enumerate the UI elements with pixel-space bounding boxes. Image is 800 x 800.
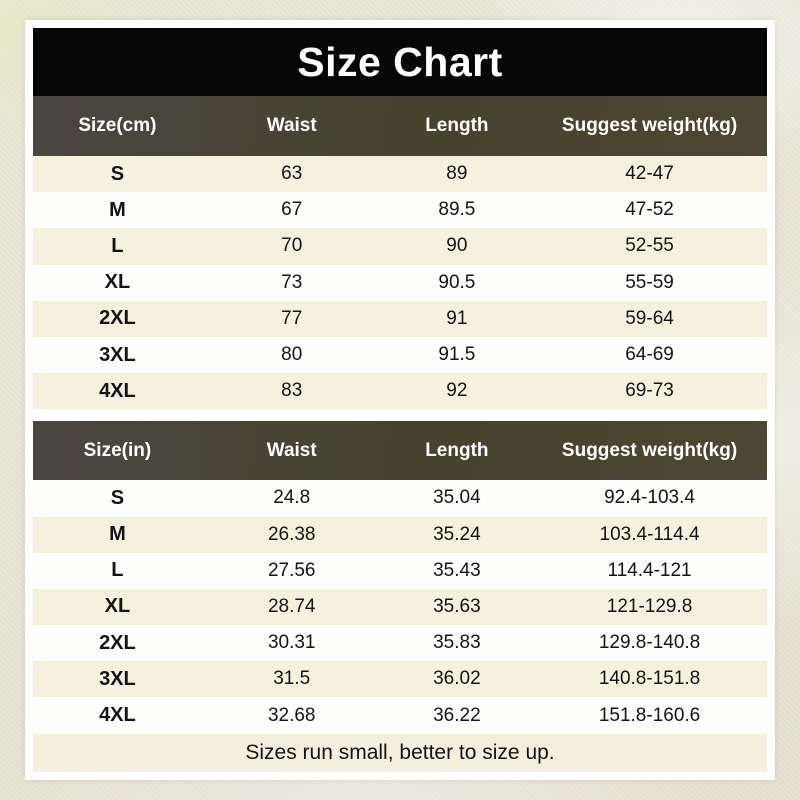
waist-cell: 24.8 [273,487,311,509]
column-header-length: Length [425,439,489,461]
size-cell: 2XL [99,307,136,330]
weight-cell: 140.8-151.8 [598,668,701,690]
table-row: 2XL 77 91 59-64 [33,300,767,337]
table-row: M 67 89.5 47-52 [33,192,767,229]
title-bar: Size Chart [33,28,767,96]
size-cell: L [111,559,124,582]
table-row: L 70 90 52-55 [33,228,767,265]
weight-cell: 55-59 [625,271,674,293]
column-header-size: Size(cm) [78,115,157,136]
table-row: XL 28.74 35.63 121-129.8 [33,588,767,626]
length-cell: 91.5 [438,344,476,366]
length-cell: 91 [446,307,468,329]
waist-cell: 80 [281,344,303,366]
weight-cell: 69-73 [625,380,674,402]
waist-cell: 67 [281,199,303,221]
table-cm-header-row: Size(cm) Waist Length Suggest weight(kg) [33,96,767,156]
length-cell: 90 [446,235,468,257]
waist-cell: 26.38 [267,523,316,545]
size-cell: 4XL [99,379,136,402]
waist-cell: 63 [281,163,303,185]
column-header-size: Size(in) [83,439,152,461]
weight-cell: 114.4-121 [607,559,692,581]
table-in-header-row: Size(in) Waist Length Suggest weight(kg) [33,421,767,481]
weight-cell: 92.4-103.4 [604,487,695,509]
waist-cell: 73 [281,271,303,293]
size-cell: 3XL [99,667,136,690]
size-cell: S [110,162,125,185]
table-row: M 26.38 35.24 103.4-114.4 [33,516,767,553]
table-row: L 27.56 35.43 114.4-121 [33,552,767,589]
table-row: 3XL 80 91.5 64-69 [33,336,767,374]
size-cell: M [109,198,126,221]
weight-cell: 103.4-114.4 [599,523,700,545]
table-cm-body: S 63 89 42-47 M 67 89.5 47-52 L 70 90 52… [33,156,767,410]
footer-note: Sizes run small, better to size up. [33,733,767,772]
length-cell: 35.24 [433,523,481,545]
weight-cell: 42-47 [625,163,674,185]
table-divider [33,409,767,422]
waist-cell: 30.31 [267,632,316,654]
page-title: Size Chart [297,38,503,85]
table-row: S 24.8 35.04 92.4-103.4 [33,480,767,517]
weight-cell: 59-64 [625,307,674,329]
table-in-body: S 24.8 35.04 92.4-103.4 M 26.38 35.24 10… [33,480,767,734]
weight-cell: 52-55 [625,235,674,257]
size-cell: 2XL [99,631,136,654]
weight-cell: 121-129.8 [606,595,693,617]
length-cell: 92 [446,380,468,402]
length-cell: 36.22 [433,704,481,726]
size-cell: L [111,234,124,257]
size-cell: XL [104,271,131,294]
size-chart-panel: Size Chart Size(cm) Waist Length Suggest… [25,20,775,780]
size-cell: XL [104,595,131,618]
size-cell: 4XL [99,704,136,727]
table-row: 3XL 31.5 36.02 140.8-151.8 [33,661,767,698]
weight-cell: 64-69 [625,344,674,366]
waist-cell: 32.68 [267,704,316,726]
column-header-waist: Waist [266,439,317,461]
length-cell: 35.63 [433,595,481,617]
length-cell: 90.5 [438,271,476,293]
length-cell: 36.02 [433,668,481,690]
column-header-weight: Suggest weight(kg) [561,115,738,136]
waist-cell: 77 [281,307,303,329]
column-header-weight: Suggest weight(kg) [561,439,738,461]
length-cell: 35.83 [433,632,481,654]
length-cell: 89.5 [438,199,476,221]
weight-cell: 151.8-160.6 [598,704,701,726]
size-cell: 3XL [99,343,136,366]
waist-cell: 31.5 [273,668,311,690]
size-cell: M [109,523,126,546]
weight-cell: 47-52 [625,199,674,221]
size-cell: S [110,486,125,509]
table-row: 4XL 83 92 69-73 [33,373,767,410]
waist-cell: 83 [281,380,303,402]
waist-cell: 70 [281,235,303,257]
waist-cell: 27.56 [267,559,316,581]
weight-cell: 129.8-140.8 [598,632,701,654]
table-row: 4XL 32.68 36.22 151.8-160.6 [33,697,767,734]
waist-cell: 28.74 [267,595,316,617]
length-cell: 35.04 [433,487,481,509]
length-cell: 89 [446,163,468,185]
column-header-length: Length [425,115,489,136]
size-table-in: Size(in) Waist Length Suggest weight(kg)… [33,421,767,734]
column-header-waist: Waist [266,115,317,136]
table-row: XL 73 90.5 55-59 [33,264,767,301]
table-row: S 63 89 42-47 [33,156,767,193]
length-cell: 35.43 [433,559,481,581]
table-row: 2XL 30.31 35.83 129.8-140.8 [33,625,767,662]
size-table-cm: Size(cm) Waist Length Suggest weight(kg)… [33,96,767,410]
